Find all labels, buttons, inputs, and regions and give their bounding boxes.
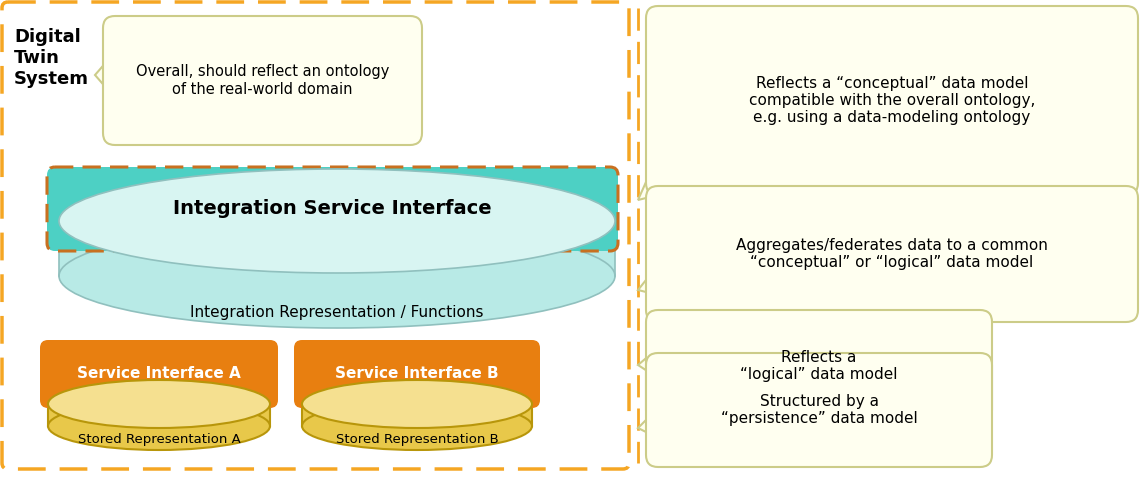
Text: Overall, should reflect an ontology
of the real-world domain: Overall, should reflect an ontology of t… bbox=[136, 64, 389, 97]
Text: Service Interface A: Service Interface A bbox=[78, 366, 241, 381]
Text: Reflects a “conceptual” data model
compatible with the overall ontology,
e.g. us: Reflects a “conceptual” data model compa… bbox=[749, 76, 1035, 125]
Text: Structured by a
“persistence” data model: Structured by a “persistence” data model bbox=[721, 394, 917, 426]
Ellipse shape bbox=[301, 402, 532, 450]
Polygon shape bbox=[638, 265, 658, 295]
Polygon shape bbox=[638, 408, 658, 438]
FancyBboxPatch shape bbox=[293, 340, 540, 408]
Text: Stored Representation A: Stored Representation A bbox=[78, 433, 240, 445]
Text: Aggregates/federates data to a common
“conceptual” or “logical” data model: Aggregates/federates data to a common “c… bbox=[737, 238, 1048, 270]
FancyBboxPatch shape bbox=[103, 16, 423, 145]
Text: Reflects a
“logical” data model: Reflects a “logical” data model bbox=[740, 350, 898, 382]
Text: Integration Service Interface: Integration Service Interface bbox=[174, 199, 492, 218]
Ellipse shape bbox=[59, 169, 616, 273]
Ellipse shape bbox=[59, 224, 616, 328]
Text: Integration Representation / Functions: Integration Representation / Functions bbox=[191, 305, 484, 319]
FancyBboxPatch shape bbox=[47, 167, 618, 251]
Bar bbox=[48, 380, 270, 426]
FancyBboxPatch shape bbox=[646, 310, 992, 422]
Bar bbox=[59, 221, 616, 276]
Text: Service Interface B: Service Interface B bbox=[336, 366, 499, 381]
Text: Digital
Twin
System: Digital Twin System bbox=[14, 28, 89, 88]
Polygon shape bbox=[638, 155, 658, 200]
FancyBboxPatch shape bbox=[646, 186, 1137, 322]
Polygon shape bbox=[95, 52, 115, 98]
FancyBboxPatch shape bbox=[646, 353, 992, 467]
FancyBboxPatch shape bbox=[646, 6, 1137, 195]
Bar bbox=[301, 380, 532, 426]
Polygon shape bbox=[638, 348, 658, 378]
Ellipse shape bbox=[48, 380, 270, 428]
FancyBboxPatch shape bbox=[40, 340, 278, 408]
Ellipse shape bbox=[48, 402, 270, 450]
Ellipse shape bbox=[301, 380, 532, 428]
Text: Stored Representation B: Stored Representation B bbox=[336, 433, 498, 445]
